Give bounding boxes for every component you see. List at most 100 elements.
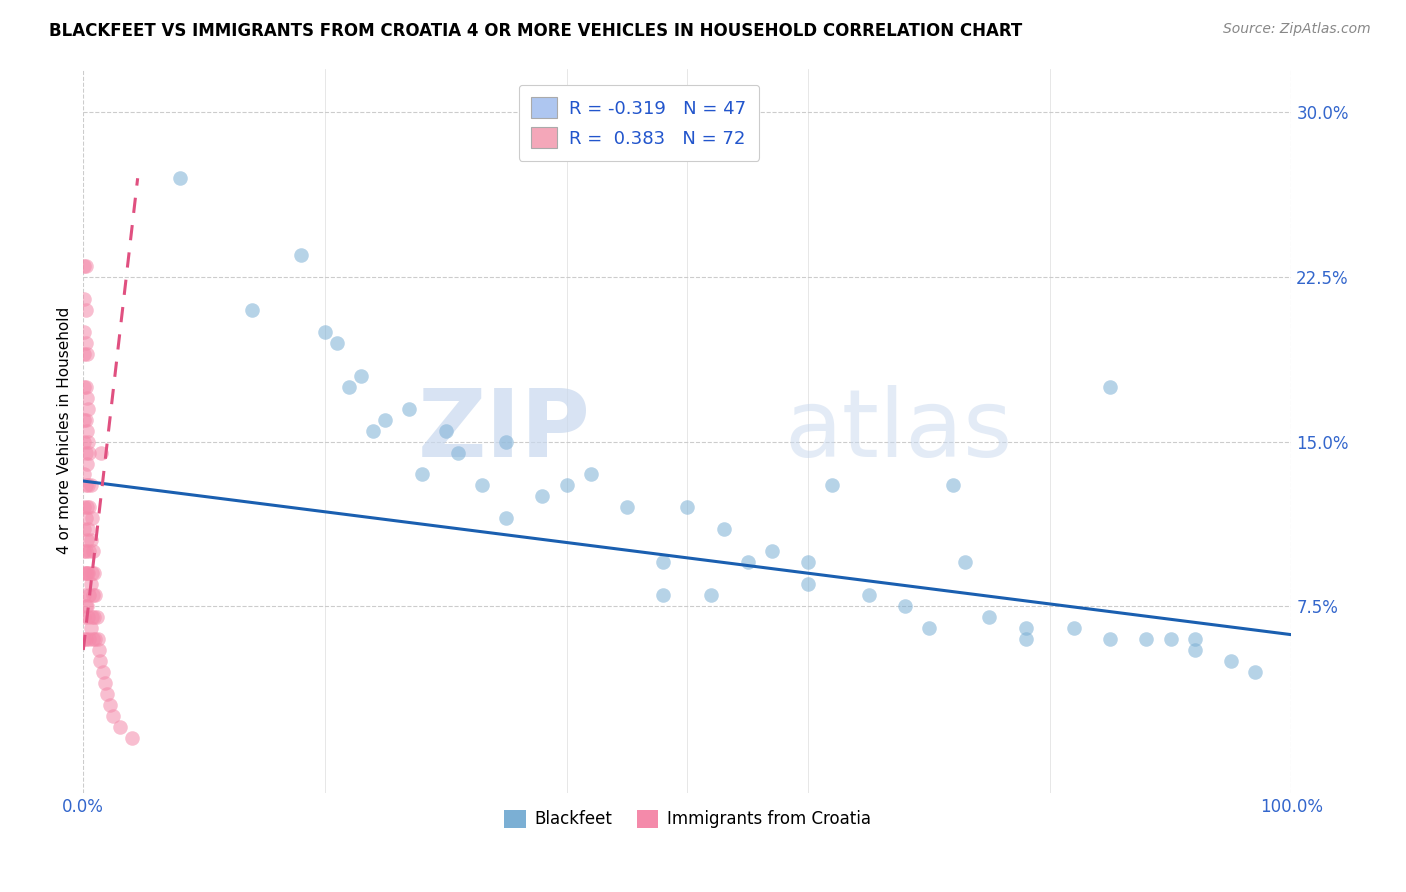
Point bbox=[75, 335, 97, 350]
Point bbox=[242, 302, 264, 317]
Point bbox=[76, 599, 98, 614]
Point bbox=[918, 621, 941, 635]
Legend: Blackfeet, Immigrants from Croatia: Blackfeet, Immigrants from Croatia bbox=[498, 803, 877, 835]
Point bbox=[350, 368, 373, 383]
Point bbox=[73, 347, 96, 361]
Point bbox=[73, 434, 96, 449]
Point bbox=[337, 380, 360, 394]
Point bbox=[77, 401, 100, 416]
Point bbox=[73, 566, 96, 581]
Point bbox=[652, 555, 675, 569]
Point bbox=[411, 467, 433, 482]
Point bbox=[1160, 632, 1182, 646]
Point bbox=[75, 632, 97, 646]
Point bbox=[797, 577, 820, 591]
Point bbox=[1099, 380, 1122, 394]
Point bbox=[361, 424, 384, 438]
Point bbox=[979, 610, 1001, 624]
Point bbox=[73, 325, 96, 339]
Point bbox=[374, 412, 396, 426]
Point bbox=[495, 434, 517, 449]
Point bbox=[73, 610, 96, 624]
Point bbox=[73, 632, 96, 646]
Point bbox=[96, 687, 118, 701]
Point bbox=[290, 248, 312, 262]
Point bbox=[80, 566, 103, 581]
Point bbox=[75, 412, 97, 426]
Point bbox=[87, 632, 110, 646]
Point bbox=[700, 588, 723, 602]
Text: Source: ZipAtlas.com: Source: ZipAtlas.com bbox=[1223, 22, 1371, 37]
Point bbox=[73, 380, 96, 394]
Point bbox=[893, 599, 915, 614]
Point bbox=[84, 588, 107, 602]
Point bbox=[84, 632, 107, 646]
Point bbox=[83, 610, 105, 624]
Point bbox=[676, 500, 699, 515]
Point bbox=[942, 478, 965, 492]
Point bbox=[77, 522, 100, 536]
Point bbox=[80, 511, 103, 525]
Point bbox=[73, 500, 96, 515]
Point bbox=[1014, 621, 1036, 635]
Point bbox=[94, 676, 117, 690]
Point bbox=[579, 467, 602, 482]
Point bbox=[73, 544, 96, 558]
Point bbox=[797, 555, 820, 569]
Point bbox=[531, 490, 554, 504]
Point bbox=[79, 544, 101, 558]
Point bbox=[79, 588, 101, 602]
Point bbox=[1184, 632, 1206, 646]
Point bbox=[75, 302, 97, 317]
Point bbox=[79, 478, 101, 492]
Point bbox=[73, 588, 96, 602]
Point bbox=[1063, 621, 1085, 635]
Point bbox=[73, 292, 96, 306]
Point bbox=[1244, 665, 1267, 679]
Point bbox=[79, 577, 101, 591]
Point bbox=[75, 566, 97, 581]
Point bbox=[555, 478, 578, 492]
Point bbox=[737, 555, 759, 569]
Point bbox=[86, 610, 108, 624]
Point bbox=[75, 544, 97, 558]
Point bbox=[77, 478, 100, 492]
Point bbox=[75, 599, 97, 614]
Point bbox=[495, 511, 517, 525]
Point bbox=[314, 325, 336, 339]
Point bbox=[1219, 654, 1241, 668]
Point bbox=[73, 412, 96, 426]
Point bbox=[75, 380, 97, 394]
Point bbox=[616, 500, 638, 515]
Text: ZIP: ZIP bbox=[418, 384, 591, 476]
Point bbox=[73, 467, 96, 482]
Point bbox=[80, 610, 103, 624]
Point bbox=[73, 259, 96, 273]
Point bbox=[73, 522, 96, 536]
Point bbox=[1135, 632, 1157, 646]
Point bbox=[652, 588, 675, 602]
Point bbox=[89, 654, 111, 668]
Point bbox=[91, 665, 114, 679]
Point bbox=[471, 478, 494, 492]
Point bbox=[1099, 632, 1122, 646]
Point bbox=[79, 500, 101, 515]
Point bbox=[1014, 632, 1036, 646]
Point bbox=[326, 335, 349, 350]
Point bbox=[398, 401, 420, 416]
Point bbox=[87, 643, 110, 657]
Point bbox=[75, 478, 97, 492]
Point bbox=[713, 522, 735, 536]
Text: BLACKFEET VS IMMIGRANTS FROM CROATIA 4 OR MORE VEHICLES IN HOUSEHOLD CORRELATION: BLACKFEET VS IMMIGRANTS FROM CROATIA 4 O… bbox=[49, 22, 1022, 40]
Point bbox=[77, 566, 100, 581]
Point bbox=[76, 500, 98, 515]
Point bbox=[77, 434, 100, 449]
Point bbox=[76, 391, 98, 405]
Point bbox=[103, 709, 125, 723]
Point bbox=[75, 445, 97, 459]
Point bbox=[79, 621, 101, 635]
Point bbox=[77, 610, 100, 624]
Point bbox=[108, 720, 131, 734]
Point bbox=[447, 445, 470, 459]
Point bbox=[761, 544, 783, 558]
